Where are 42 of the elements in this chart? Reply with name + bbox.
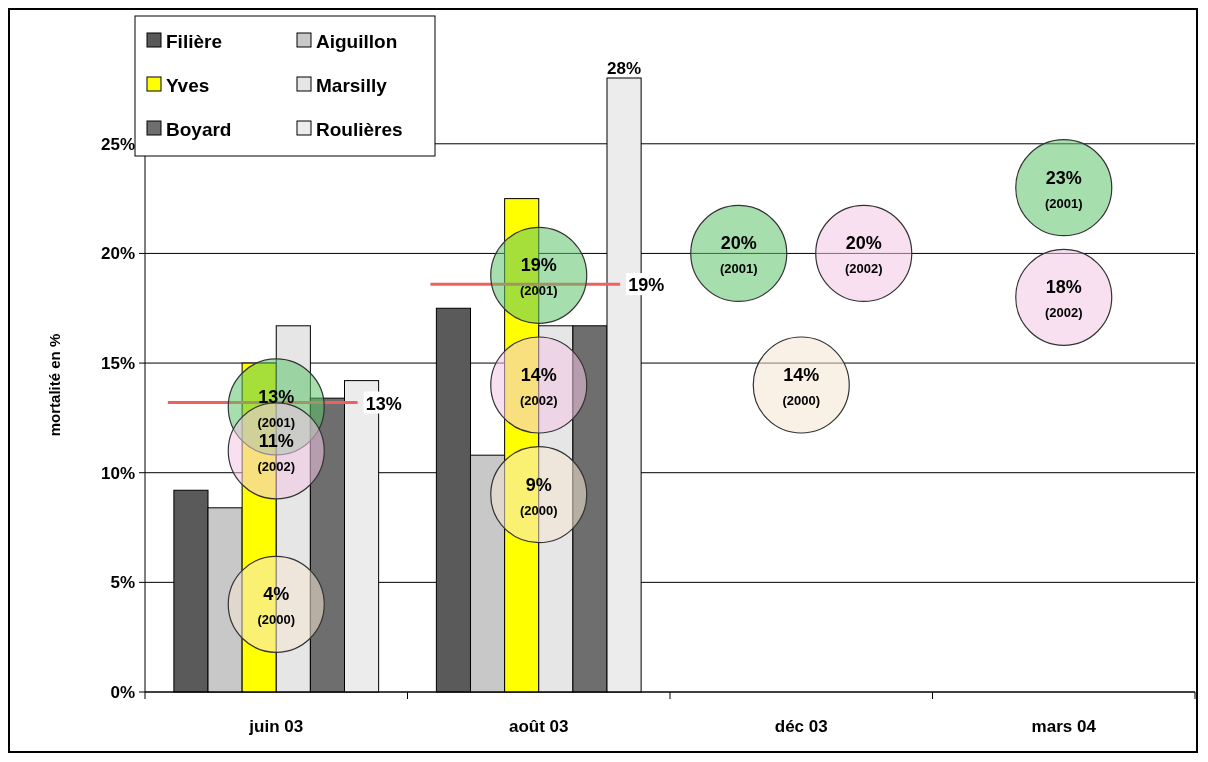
y-tick-label: 15% [100,354,135,374]
y-tick-label: 10% [100,463,135,483]
series-label: (2000) [257,612,296,628]
x-tick-label: déc 03 [774,717,828,736]
text: (2000) [782,393,821,408]
data-label: 4% [263,584,290,605]
data-label: 19% [520,255,557,276]
y-tick-label: 25% [100,134,135,154]
data-label: 20% [720,233,757,254]
legend-label: Boyard [166,118,232,140]
x-tick-label: juin 03 [248,717,304,736]
data-label: 13% [258,386,295,407]
legend-label: Roulières [316,118,403,140]
y-axis-title: mortalité en % [46,333,63,437]
y-tick-label: 20% [100,244,135,264]
data-label: 11% [258,430,294,451]
text: (2001) [1044,195,1083,211]
series-label: (2001) [519,283,558,299]
legend-label: Aiguillon [316,30,398,52]
legend-label: Filière [166,30,222,52]
data-label: 18% [1045,277,1082,298]
text: (2002) [519,393,558,408]
x-tick-label: mars 04 [1031,717,1097,736]
x-tick-label: août 03 [508,717,569,736]
text: (2002) [1044,305,1083,321]
data-label: 20% [845,233,882,254]
text: (2002) [844,261,883,277]
data-label: 28% [607,59,642,78]
y-tick-label: 0% [110,682,135,702]
ref-line-label: 13% [365,393,402,414]
series-label: (2002) [257,458,296,474]
data-label: 9% [525,474,552,495]
y-tick-label: 5% [110,573,135,593]
text: (2001) [719,261,758,277]
data-label: 14% [783,365,820,385]
legend-label: Marsilly [316,74,388,96]
data-label: 14% [520,365,557,385]
text: (2001) [257,414,296,430]
ref-line-label: 19% [628,275,665,296]
data-label: 23% [1045,167,1082,188]
text: (2000) [519,502,558,518]
legend-label: Yves [166,74,210,96]
